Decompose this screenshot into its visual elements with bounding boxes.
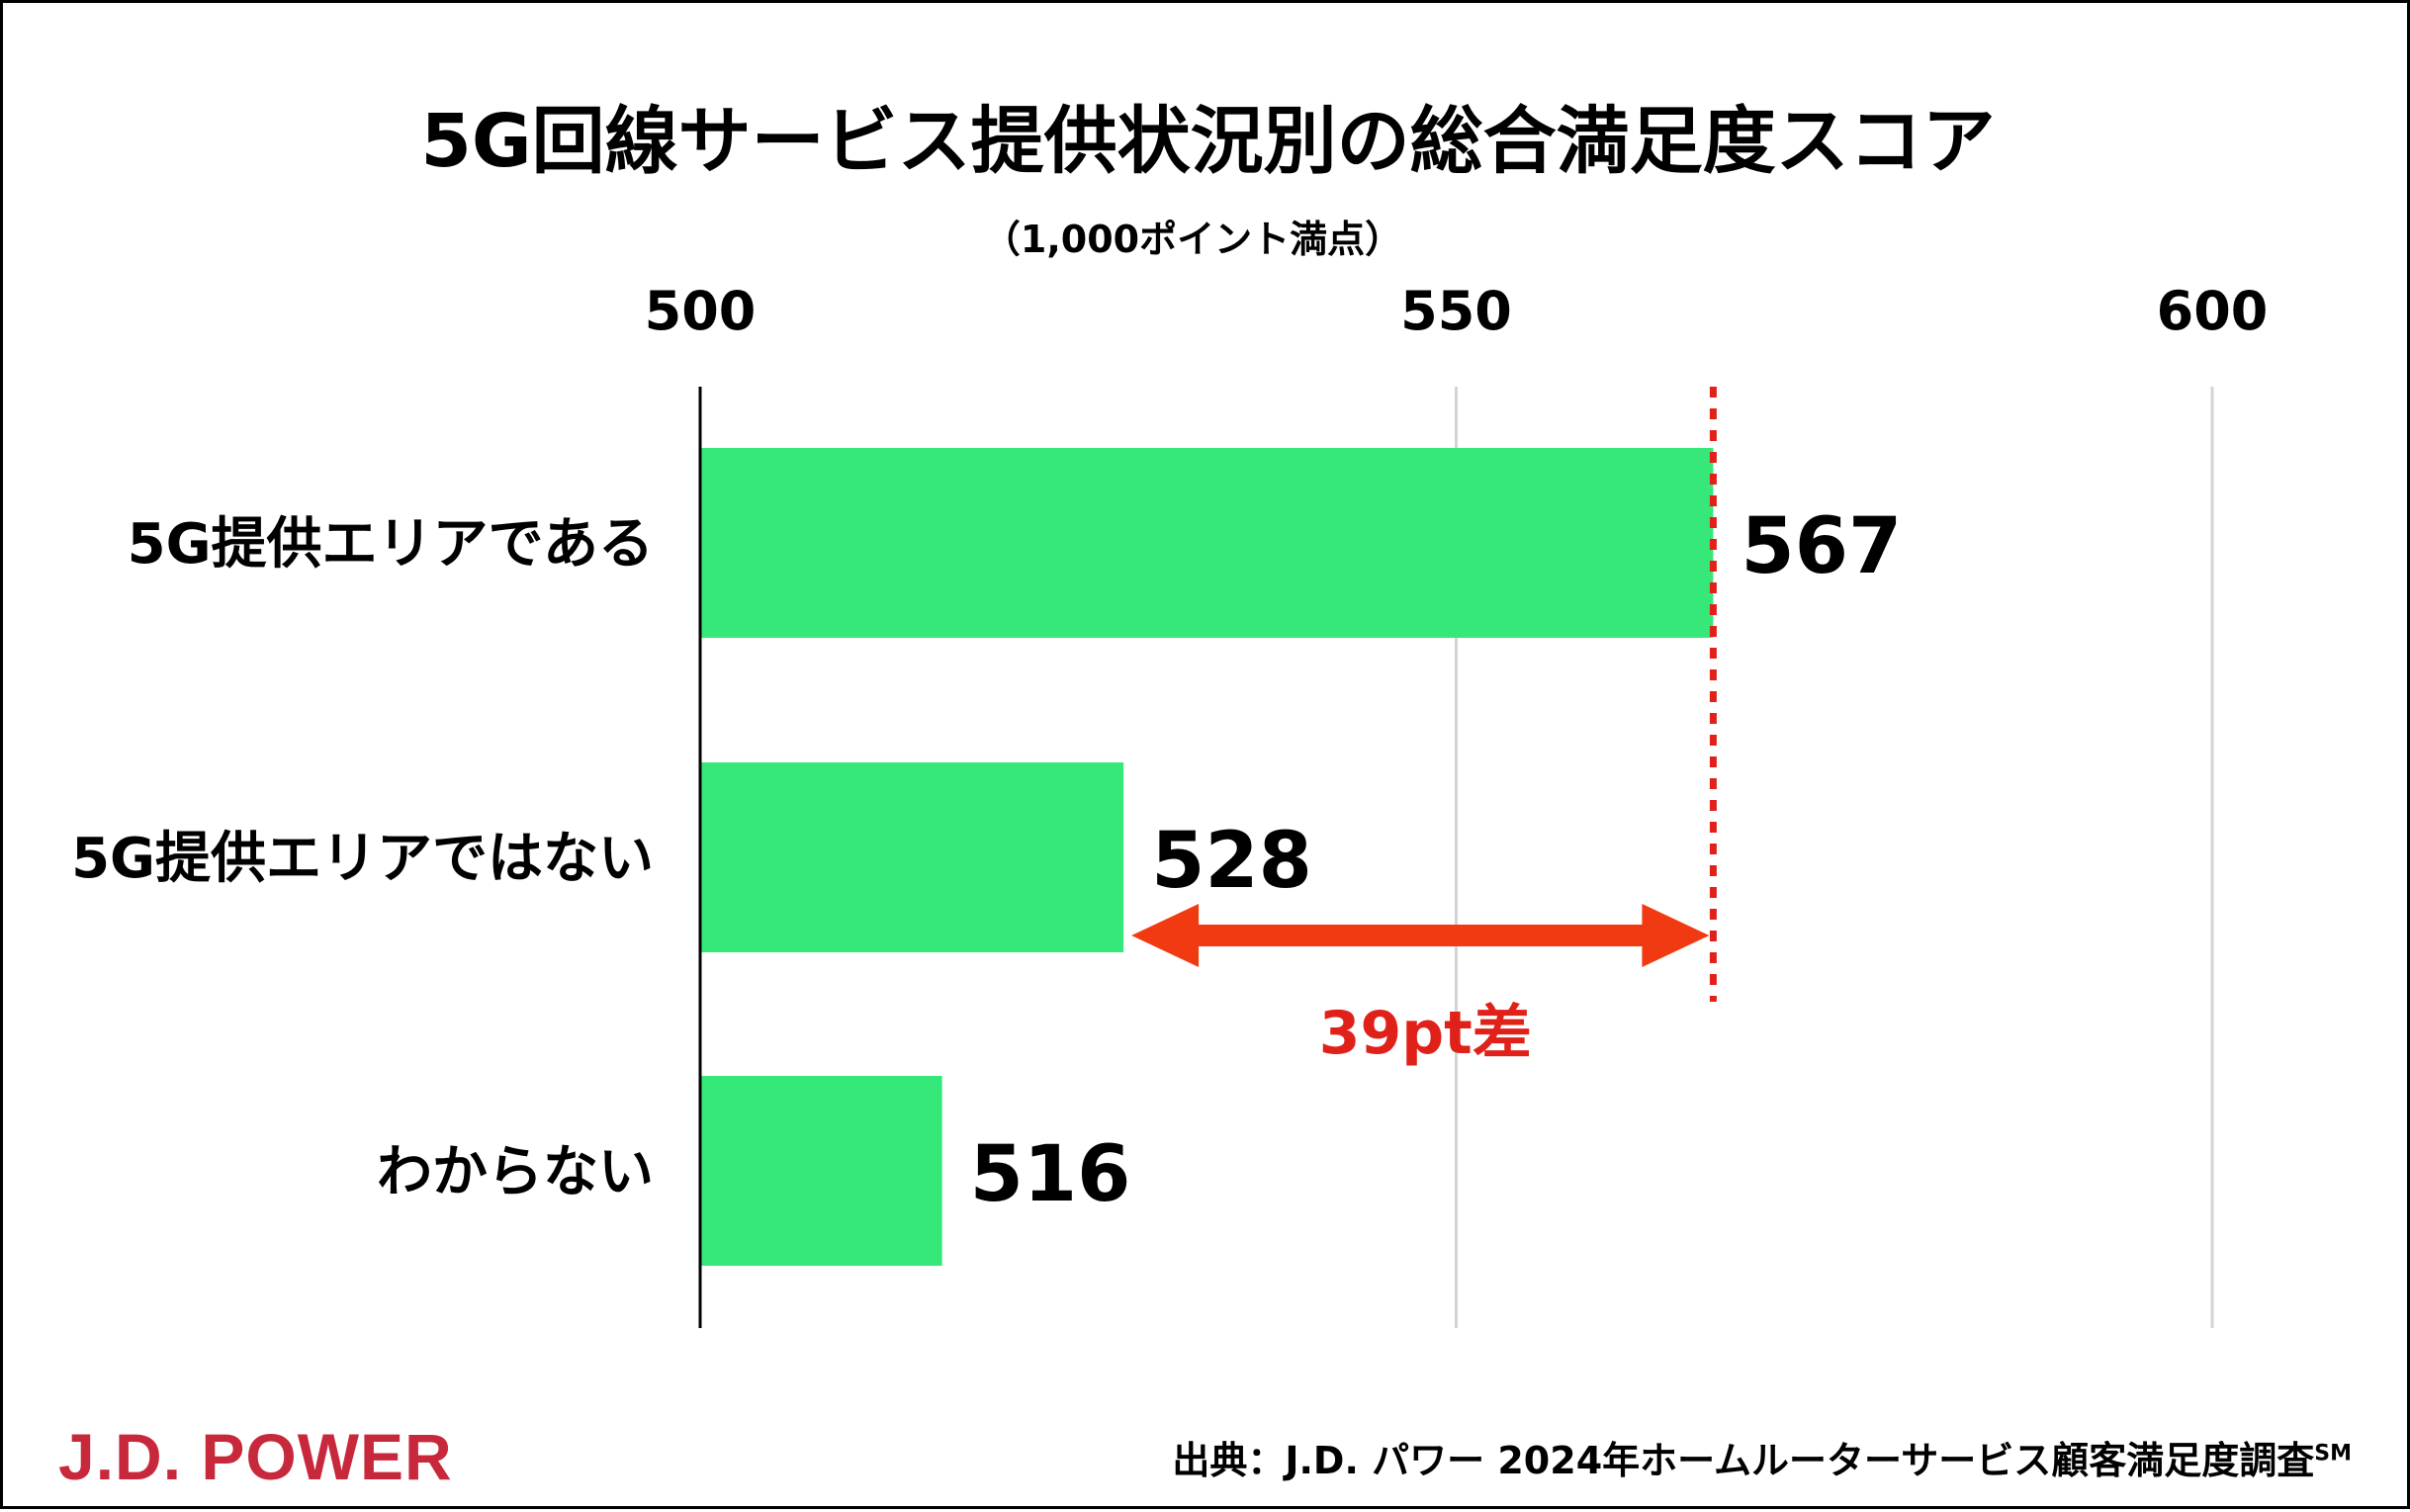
difference-label: 39pt差 <box>1319 999 1532 1068</box>
jd-power-logo: J.D. POWER <box>58 1420 453 1493</box>
bars <box>700 448 1714 1266</box>
value-label-1: 567 <box>1741 502 1902 591</box>
chart-subtitle: （1,000ポイント満点） <box>982 218 1403 261</box>
chart-title: 5G回線サービス提供状況別の総合満足度スコア <box>420 99 1996 184</box>
value-label-2: 528 <box>1151 817 1312 906</box>
bar-2 <box>700 762 1124 952</box>
bar-1 <box>700 448 1714 638</box>
tick-label-550: 550 <box>1400 280 1512 342</box>
category-label-2: 5G提供エリアではない <box>71 827 654 891</box>
labels: 500 550 600 5G提供エリアである 567 5G提供エリアではない 528 わからな… <box>71 280 2268 1219</box>
bar-3 <box>700 1076 942 1266</box>
category-label-3: わからない <box>377 1140 654 1204</box>
category-label-1: 5G提供エリアである <box>128 512 654 577</box>
tick-label-600: 600 <box>2157 280 2269 342</box>
bar-chart: 500 550 600 5G提供エリアである 567 5G提供エリアではない 528 わからな… <box>71 280 2268 1328</box>
difference-arrow-head-left <box>1131 904 1200 967</box>
difference-arrow-head-right <box>1642 904 1710 967</box>
service-mark: SM <box>2314 1441 2352 1467</box>
value-label-3: 516 <box>970 1130 1131 1219</box>
source-note: 出典：J.D. パワー 2024年ホームルーターサービス顧客満足度調査SM <box>1172 1430 2352 1484</box>
tick-label-500: 500 <box>645 280 757 342</box>
source-text: 出典：J.D. パワー 2024年ホームルーターサービス顧客満足度調査 <box>1172 1439 2315 1482</box>
annotation: 39pt差 <box>1131 387 1717 1068</box>
